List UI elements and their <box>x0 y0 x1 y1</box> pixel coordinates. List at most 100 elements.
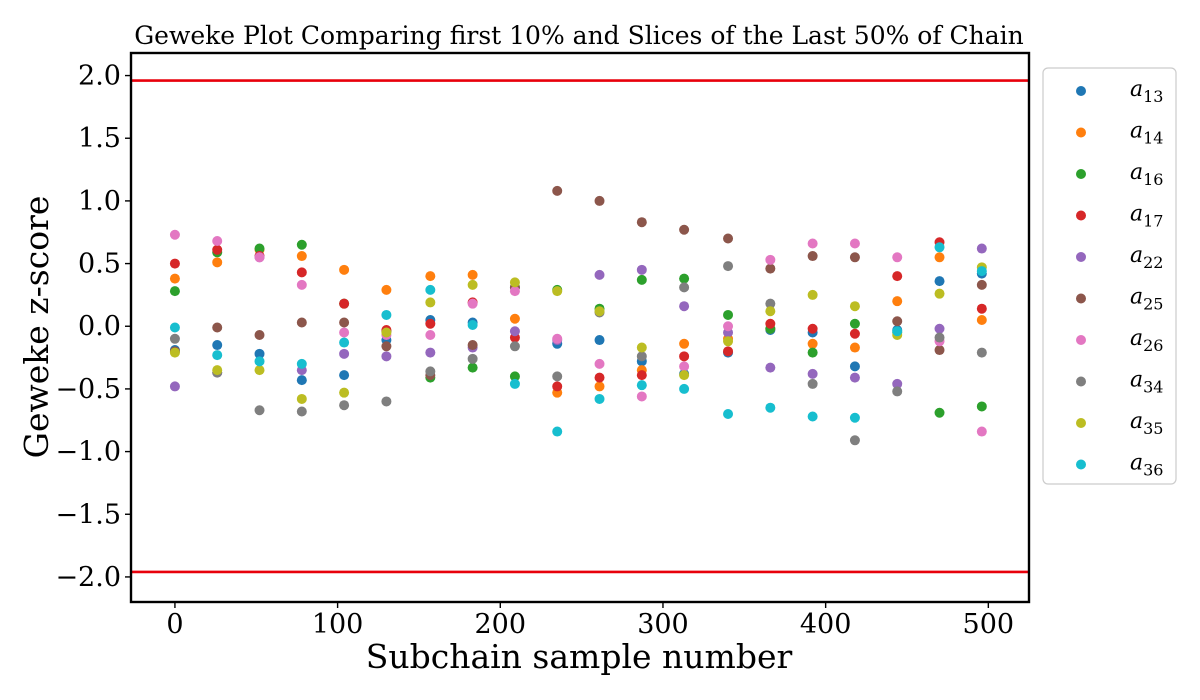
point-a13 <box>212 340 223 351</box>
point-a13 <box>296 375 307 386</box>
legend-label-main: a <box>1130 160 1143 185</box>
point-a34 <box>339 400 350 411</box>
legend-label-subscript: 16 <box>1143 170 1163 189</box>
legend-label-a35: a35 <box>1130 409 1163 438</box>
point-a34 <box>636 351 647 362</box>
legend-label-subscript: 25 <box>1143 295 1163 314</box>
point-a14 <box>296 251 307 262</box>
point-a26 <box>339 327 350 338</box>
data-points <box>169 185 987 446</box>
legend-marker-a17 <box>1076 210 1086 221</box>
point-a17 <box>296 267 307 278</box>
point-a25 <box>849 252 860 263</box>
x-axis-label: Subchain sample number <box>366 637 793 676</box>
point-a14 <box>892 296 903 307</box>
point-a14 <box>976 314 987 325</box>
point-a16 <box>679 273 690 284</box>
point-a16 <box>934 407 945 418</box>
point-a36 <box>892 326 903 337</box>
point-a35 <box>254 365 265 376</box>
point-a34 <box>467 353 478 364</box>
legend-label-main: a <box>1130 409 1143 434</box>
point-a26 <box>509 286 520 297</box>
point-a13 <box>934 276 945 287</box>
point-a26 <box>425 330 436 341</box>
point-a36 <box>509 378 520 389</box>
point-a22 <box>381 351 392 362</box>
point-a25 <box>212 322 223 333</box>
point-a22 <box>976 243 987 254</box>
legend-label-main: a <box>1130 451 1143 476</box>
y-tick-label: 2.0 <box>78 61 121 92</box>
point-a13 <box>849 361 860 372</box>
legend-label-subscript: 13 <box>1143 87 1163 106</box>
point-a14 <box>509 313 520 324</box>
point-a22 <box>594 269 605 280</box>
point-a34 <box>934 332 945 343</box>
point-a14 <box>425 271 436 282</box>
point-a25 <box>636 217 647 228</box>
legend-label-a14: a14 <box>1130 119 1163 148</box>
y-tick-label: 1.5 <box>78 123 121 154</box>
point-a35 <box>467 279 478 290</box>
point-a16 <box>296 239 307 250</box>
point-a34 <box>807 378 818 389</box>
point-a34 <box>723 261 734 272</box>
point-a14 <box>212 257 223 268</box>
point-a34 <box>552 371 563 382</box>
legend-label-a16: a16 <box>1130 160 1163 189</box>
legend-label-subscript: 36 <box>1143 461 1163 480</box>
point-a25 <box>679 224 690 235</box>
point-a22 <box>892 378 903 389</box>
point-a16 <box>509 371 520 382</box>
point-a26 <box>594 358 605 369</box>
legend-label-a36: a36 <box>1130 451 1163 480</box>
legend-label-subscript: 26 <box>1143 336 1163 355</box>
point-a17 <box>425 318 436 329</box>
point-a26 <box>467 298 478 309</box>
chart-title: Geweke Plot Comparing first 10% and Slic… <box>134 21 1024 50</box>
point-a25 <box>296 317 307 328</box>
point-a16 <box>467 362 478 373</box>
point-a14 <box>679 338 690 349</box>
point-a35 <box>723 336 734 347</box>
legend-marker-a25 <box>1076 293 1086 304</box>
legend-label-a13: a13 <box>1130 77 1163 106</box>
point-a22 <box>339 348 350 359</box>
point-a34 <box>765 298 776 309</box>
x-tick-label: 500 <box>963 609 1015 640</box>
point-a26 <box>679 361 690 372</box>
x-tick-label: 200 <box>475 609 527 640</box>
point-a34 <box>296 406 307 417</box>
point-a35 <box>509 277 520 288</box>
point-a17 <box>765 318 776 329</box>
point-a13 <box>339 370 350 381</box>
point-a36 <box>807 411 818 422</box>
point-a34 <box>254 405 265 416</box>
point-a36 <box>425 284 436 295</box>
point-a36 <box>296 358 307 369</box>
point-a26 <box>849 238 860 249</box>
point-a25 <box>254 330 265 341</box>
point-a17 <box>892 271 903 282</box>
legend-label-subscript: 14 <box>1143 129 1163 148</box>
point-a16 <box>849 318 860 329</box>
point-a17 <box>976 303 987 314</box>
y-tick-label: 0.0 <box>78 311 121 342</box>
point-a34 <box>976 347 987 358</box>
point-a26 <box>892 252 903 263</box>
legend-label-a22: a22 <box>1130 243 1163 272</box>
point-a26 <box>976 426 987 437</box>
legend-label-subscript: 17 <box>1143 212 1163 231</box>
point-a35 <box>636 342 647 353</box>
legend-marker-a13 <box>1076 86 1086 96</box>
point-a25 <box>723 233 734 244</box>
point-a34 <box>849 435 860 446</box>
point-a17 <box>723 346 734 357</box>
x-tick-label: 300 <box>637 609 689 640</box>
point-a36 <box>169 322 180 333</box>
point-a25 <box>892 316 903 327</box>
point-a22 <box>934 323 945 334</box>
